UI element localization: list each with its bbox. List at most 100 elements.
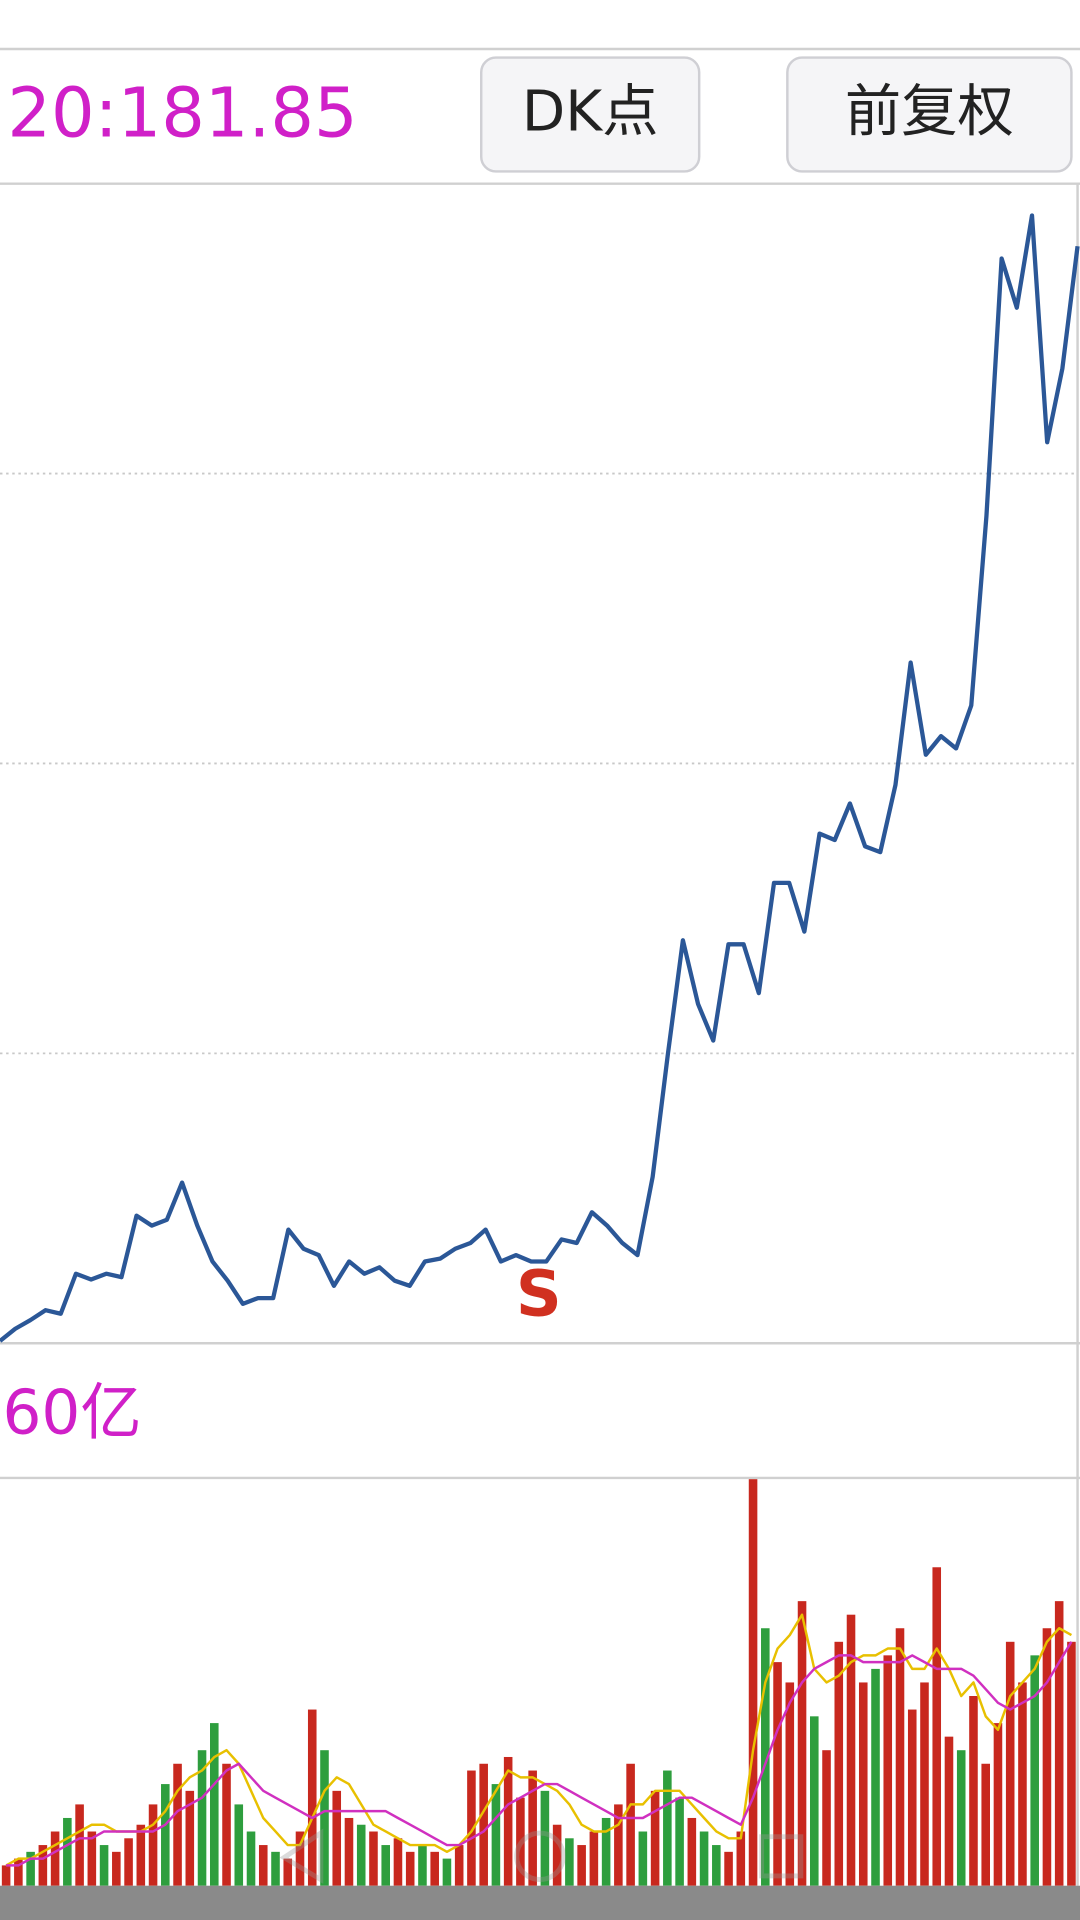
volume-bar (320, 1750, 329, 1886)
volume-max-label: 60亿 (2, 1377, 141, 1448)
volume-bar (185, 1790, 195, 1886)
volume-bar (222, 1763, 231, 1886)
volume-bar (920, 1682, 929, 1886)
volume-bar (356, 1824, 366, 1886)
bottom-bar (0, 1885, 1080, 1920)
volume-bar (589, 1831, 599, 1886)
volume-bar (552, 1824, 562, 1886)
nav-back[interactable] (279, 1828, 324, 1884)
volume-bar (1054, 1601, 1064, 1886)
volume-bar (761, 1628, 770, 1886)
volume-bar (810, 1716, 819, 1886)
volume-bar (124, 1838, 133, 1886)
volume-bar (956, 1750, 966, 1886)
volume-bar (540, 1790, 550, 1886)
volume-bar (577, 1845, 586, 1886)
volume-bar (418, 1845, 427, 1886)
volume-bar (332, 1790, 342, 1886)
volume-bar (528, 1770, 537, 1886)
volume-bar (38, 1845, 48, 1886)
volume-bar (295, 1831, 305, 1886)
volume-bar (638, 1831, 648, 1886)
volume-bar (14, 1858, 23, 1886)
volume-bar (381, 1845, 390, 1886)
volume-bar (785, 1682, 795, 1886)
dk-button[interactable] (480, 56, 701, 173)
volume-bar (271, 1851, 280, 1886)
volume-bar (1005, 1641, 1015, 1886)
volume-bar (1, 1865, 11, 1886)
volume-bar (344, 1817, 354, 1886)
volume-bar (479, 1763, 488, 1886)
volume-bar (650, 1790, 660, 1886)
volume-bar (773, 1662, 782, 1886)
volume-bar (210, 1723, 219, 1886)
volume-bar (1030, 1655, 1039, 1886)
volume-bar (283, 1858, 293, 1886)
volume-bar (871, 1668, 880, 1886)
volume-bar (161, 1784, 170, 1886)
volume-bar (748, 1479, 758, 1886)
volume-bar (1018, 1682, 1027, 1886)
volume-bar (369, 1831, 378, 1886)
sell-marker: S (516, 1258, 562, 1332)
volume-bar (969, 1696, 978, 1886)
adjust-button[interactable] (786, 56, 1073, 173)
ma-text: 20:181.85 (7, 74, 357, 154)
volume-bar (614, 1804, 623, 1886)
volume-bar (1067, 1641, 1076, 1886)
volume-bar (503, 1756, 513, 1886)
volume-bar (1042, 1628, 1052, 1886)
volume-ma-line (5, 1613, 1073, 1867)
volume-bar (993, 1723, 1003, 1886)
volume-bar (75, 1804, 84, 1886)
price-line (0, 213, 1080, 1343)
volume-bar (944, 1736, 954, 1886)
nav-bar (279, 1828, 804, 1884)
volume-bar (442, 1858, 452, 1886)
volume-ma-line (6, 1641, 1073, 1867)
volume-bar (663, 1770, 672, 1886)
volume-bar (932, 1567, 942, 1886)
adjust-button-label[interactable]: 前复权 (845, 80, 1014, 145)
volume-bar (491, 1784, 501, 1886)
volume-bar (858, 1682, 868, 1886)
volume-bar (699, 1831, 709, 1886)
dk-button-label[interactable]: DK点 (522, 80, 659, 145)
volume-bar (234, 1804, 244, 1886)
nav-recent[interactable] (759, 1834, 804, 1879)
charts (0, 213, 1080, 1886)
volume-bar (26, 1851, 35, 1886)
volume-bar (846, 1614, 856, 1886)
nav-home[interactable] (514, 1830, 566, 1883)
volume-bar (822, 1750, 831, 1886)
volume-bar (307, 1709, 317, 1886)
volume-bar (454, 1845, 464, 1886)
volume-bar (258, 1845, 268, 1886)
volume-bar (565, 1838, 574, 1886)
volume-bar (148, 1804, 158, 1886)
volume-bar (197, 1750, 207, 1886)
volume-bar (99, 1845, 109, 1886)
volume-bar (834, 1641, 844, 1886)
volume-bar (981, 1763, 990, 1886)
volume-bar (601, 1817, 611, 1886)
volume-bar (246, 1831, 256, 1886)
volume-bar (895, 1628, 905, 1886)
volume-bar (430, 1851, 439, 1886)
volume-bar (112, 1851, 121, 1886)
volume-bar (724, 1851, 733, 1886)
volume-bar (63, 1817, 72, 1886)
volume-bar (516, 1797, 525, 1886)
volume-bar (675, 1797, 684, 1886)
volume-bar (467, 1770, 476, 1886)
volume-bar (797, 1601, 807, 1886)
volume-bar (50, 1831, 60, 1886)
volume-bar (736, 1831, 746, 1886)
volume-bar (136, 1824, 146, 1886)
volume-bar (626, 1763, 635, 1886)
volume-bar (687, 1817, 697, 1886)
